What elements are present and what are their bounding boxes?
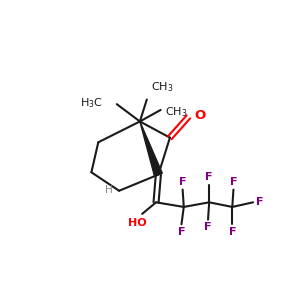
Text: F: F	[256, 197, 264, 207]
Text: F: F	[230, 177, 237, 187]
Text: CH$_3$: CH$_3$	[152, 80, 174, 94]
Text: F: F	[179, 177, 186, 187]
Polygon shape	[140, 122, 162, 176]
Text: F: F	[229, 227, 236, 237]
Text: F: F	[206, 172, 213, 182]
Text: O: O	[194, 109, 206, 122]
Text: HO: HO	[128, 218, 147, 228]
Text: CH$_3$: CH$_3$	[165, 105, 188, 119]
Text: H$_3$C: H$_3$C	[80, 96, 103, 110]
Text: F: F	[178, 227, 185, 237]
Text: F: F	[204, 222, 212, 233]
Text: H: H	[105, 184, 112, 195]
